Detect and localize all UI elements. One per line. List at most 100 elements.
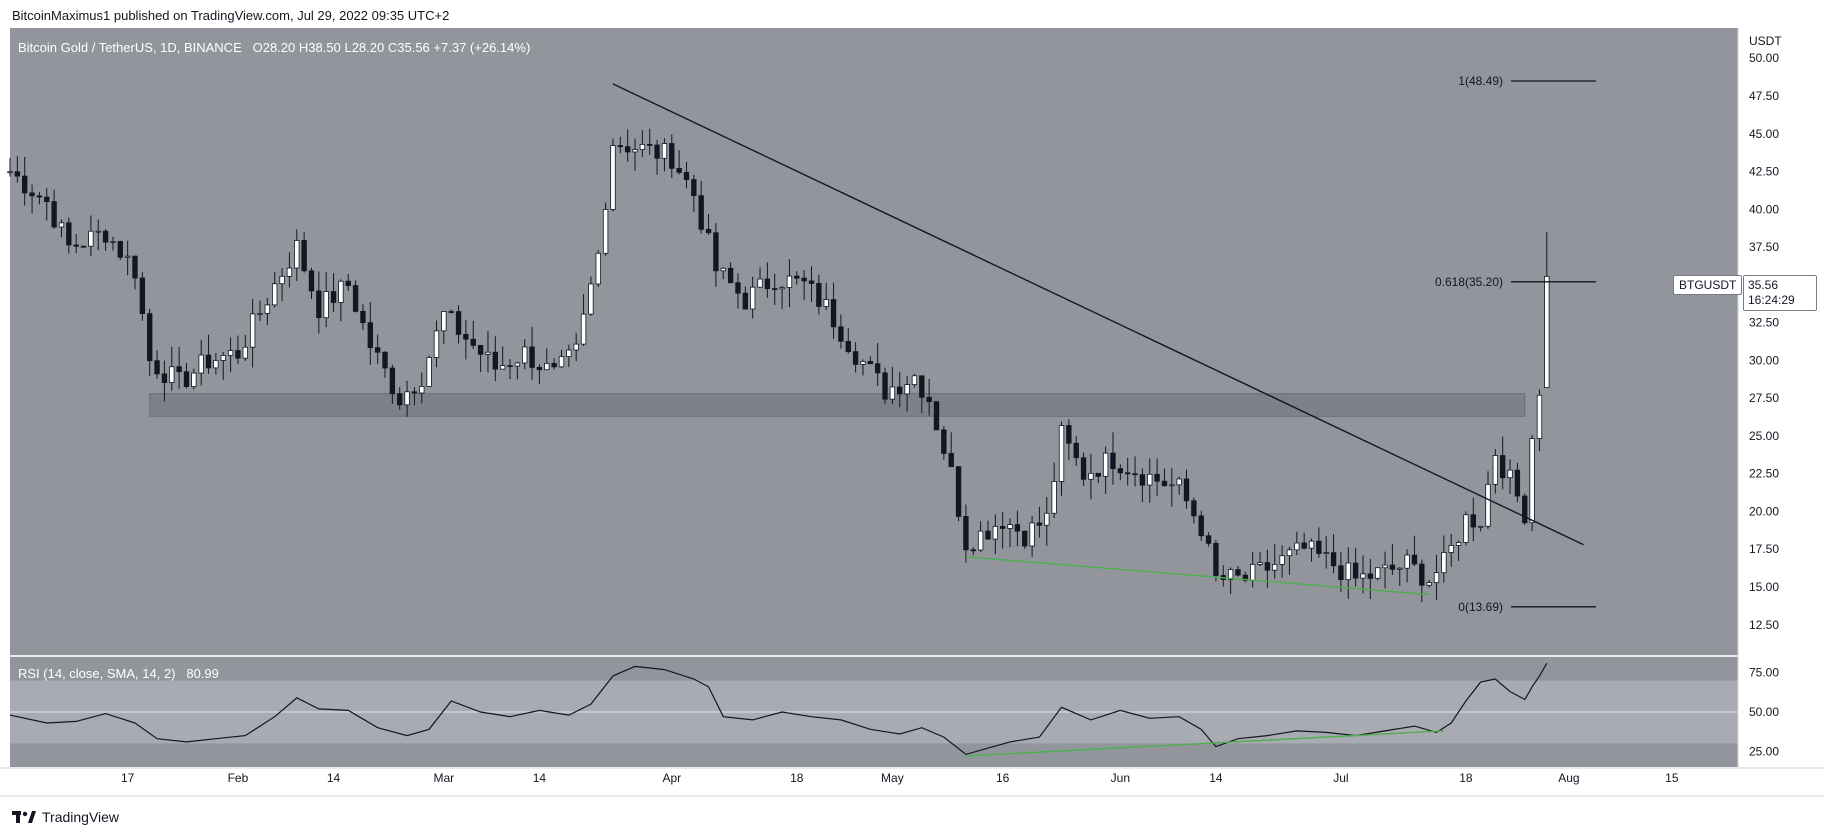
candle-down xyxy=(330,291,337,303)
candle-up xyxy=(566,349,572,358)
candle-down xyxy=(51,201,57,228)
candle-down xyxy=(1095,472,1101,477)
candle-down xyxy=(897,386,903,395)
candle-up xyxy=(323,291,329,319)
candle-down xyxy=(1213,542,1219,576)
candle-down xyxy=(1154,473,1160,482)
candle-up xyxy=(1375,567,1381,579)
candle-down xyxy=(948,453,954,468)
candle-up xyxy=(88,230,94,247)
candle-down xyxy=(29,192,35,197)
candle-down xyxy=(874,363,881,374)
candle-up xyxy=(1250,563,1256,581)
candle-down xyxy=(551,362,557,368)
price-tick-label: 17.50 xyxy=(1749,542,1779,556)
candle-up xyxy=(1169,484,1175,487)
candle-up xyxy=(595,252,601,285)
candle-down xyxy=(316,290,322,319)
price-divergence-line[interactable] xyxy=(965,556,1430,596)
tradingview-logo-icon xyxy=(12,811,36,823)
candle-up xyxy=(1433,572,1440,584)
candle-down xyxy=(742,292,748,310)
descending-trendline[interactable] xyxy=(612,83,1584,546)
time-tick-label: 18 xyxy=(790,771,804,785)
candle-up xyxy=(786,275,793,288)
candle-up xyxy=(419,386,425,394)
candle-up xyxy=(1397,567,1403,570)
candle-up xyxy=(286,267,293,277)
fib-label: 0(13.69) xyxy=(1458,600,1503,614)
time-tick-label: Jun xyxy=(1111,771,1130,785)
price-chart-pane[interactable]: 1(48.49) 0.618(35.20) 0(13.69) xyxy=(7,28,1824,657)
symbol-name: Bitcoin Gold / TetherUS, 1D, BINANCE xyxy=(18,40,242,55)
candle-up xyxy=(720,267,726,272)
candle-up xyxy=(264,304,271,314)
price-tick-label: 47.50 xyxy=(1749,89,1779,103)
candle-down xyxy=(1000,525,1006,529)
candle-down xyxy=(926,396,932,403)
price-tick-label: 12.50 xyxy=(1749,618,1779,632)
rsi-divergence-line[interactable] xyxy=(965,730,1444,757)
candle-down xyxy=(397,393,403,406)
candle-down xyxy=(1338,565,1344,581)
countdown-value: 16:24:29 xyxy=(1748,293,1795,307)
candle-up xyxy=(580,313,587,345)
candle-down xyxy=(919,375,925,398)
candle-up xyxy=(1463,514,1469,543)
candle-down xyxy=(676,167,682,173)
chart-canvas[interactable]: 1(48.49) 0.618(35.20) 0(13.69) USDT 50.00 47… xyxy=(0,0,1824,800)
candle-down xyxy=(463,334,469,340)
tradingview-footer[interactable]: TradingView xyxy=(12,809,119,825)
candle-up xyxy=(823,299,829,307)
candle-up xyxy=(544,362,550,371)
candle-down xyxy=(455,311,462,335)
candle-up xyxy=(749,286,756,310)
candle-down xyxy=(1117,468,1124,474)
candle-down xyxy=(301,240,307,272)
candle-down xyxy=(1235,569,1241,576)
close-value: 35.56 xyxy=(397,40,430,55)
change-value: +7.37 (+26.14%) xyxy=(433,40,531,55)
candle-down xyxy=(970,549,976,552)
candle-down xyxy=(669,143,675,169)
candle-down xyxy=(1073,442,1079,459)
candle-down xyxy=(360,310,366,324)
candle-up xyxy=(1455,542,1462,546)
candle-up xyxy=(213,360,219,369)
high-value: 38.50 xyxy=(308,40,341,55)
candle-up xyxy=(1294,542,1300,551)
candle-up xyxy=(433,330,440,358)
candle-down xyxy=(382,351,388,369)
candle-down xyxy=(1014,524,1021,532)
candle-up xyxy=(573,343,579,351)
candle-down xyxy=(830,299,837,328)
price-badge-value: 35.56 xyxy=(1748,278,1779,292)
rsi-tick-label: 50.00 xyxy=(1749,705,1779,719)
candle-down xyxy=(705,228,712,234)
rsi-line[interactable] xyxy=(9,662,1548,756)
candle-down xyxy=(617,145,623,148)
low-label: L xyxy=(344,40,352,55)
candle-down xyxy=(735,282,741,294)
candle-down xyxy=(1352,562,1359,579)
candle-down xyxy=(1161,480,1168,487)
candle-down xyxy=(36,195,43,198)
candle-up xyxy=(257,312,263,315)
candle-down xyxy=(1183,478,1190,502)
candle-up xyxy=(191,372,197,387)
candle-down xyxy=(801,277,807,282)
candle-down xyxy=(816,283,822,307)
candle-down xyxy=(794,275,800,279)
candle-up xyxy=(7,171,13,174)
candle-up xyxy=(1477,525,1484,528)
candle-up xyxy=(610,145,616,210)
rsi-pane[interactable] xyxy=(9,657,1738,767)
candle-down xyxy=(1110,452,1116,470)
candle-up xyxy=(1007,524,1013,529)
candle-up xyxy=(558,356,565,368)
candle-up xyxy=(169,366,175,383)
price-scale-background xyxy=(1738,28,1824,767)
candle-down xyxy=(22,175,28,194)
candle-down xyxy=(963,516,969,551)
time-tick-label: Mar xyxy=(434,771,455,785)
